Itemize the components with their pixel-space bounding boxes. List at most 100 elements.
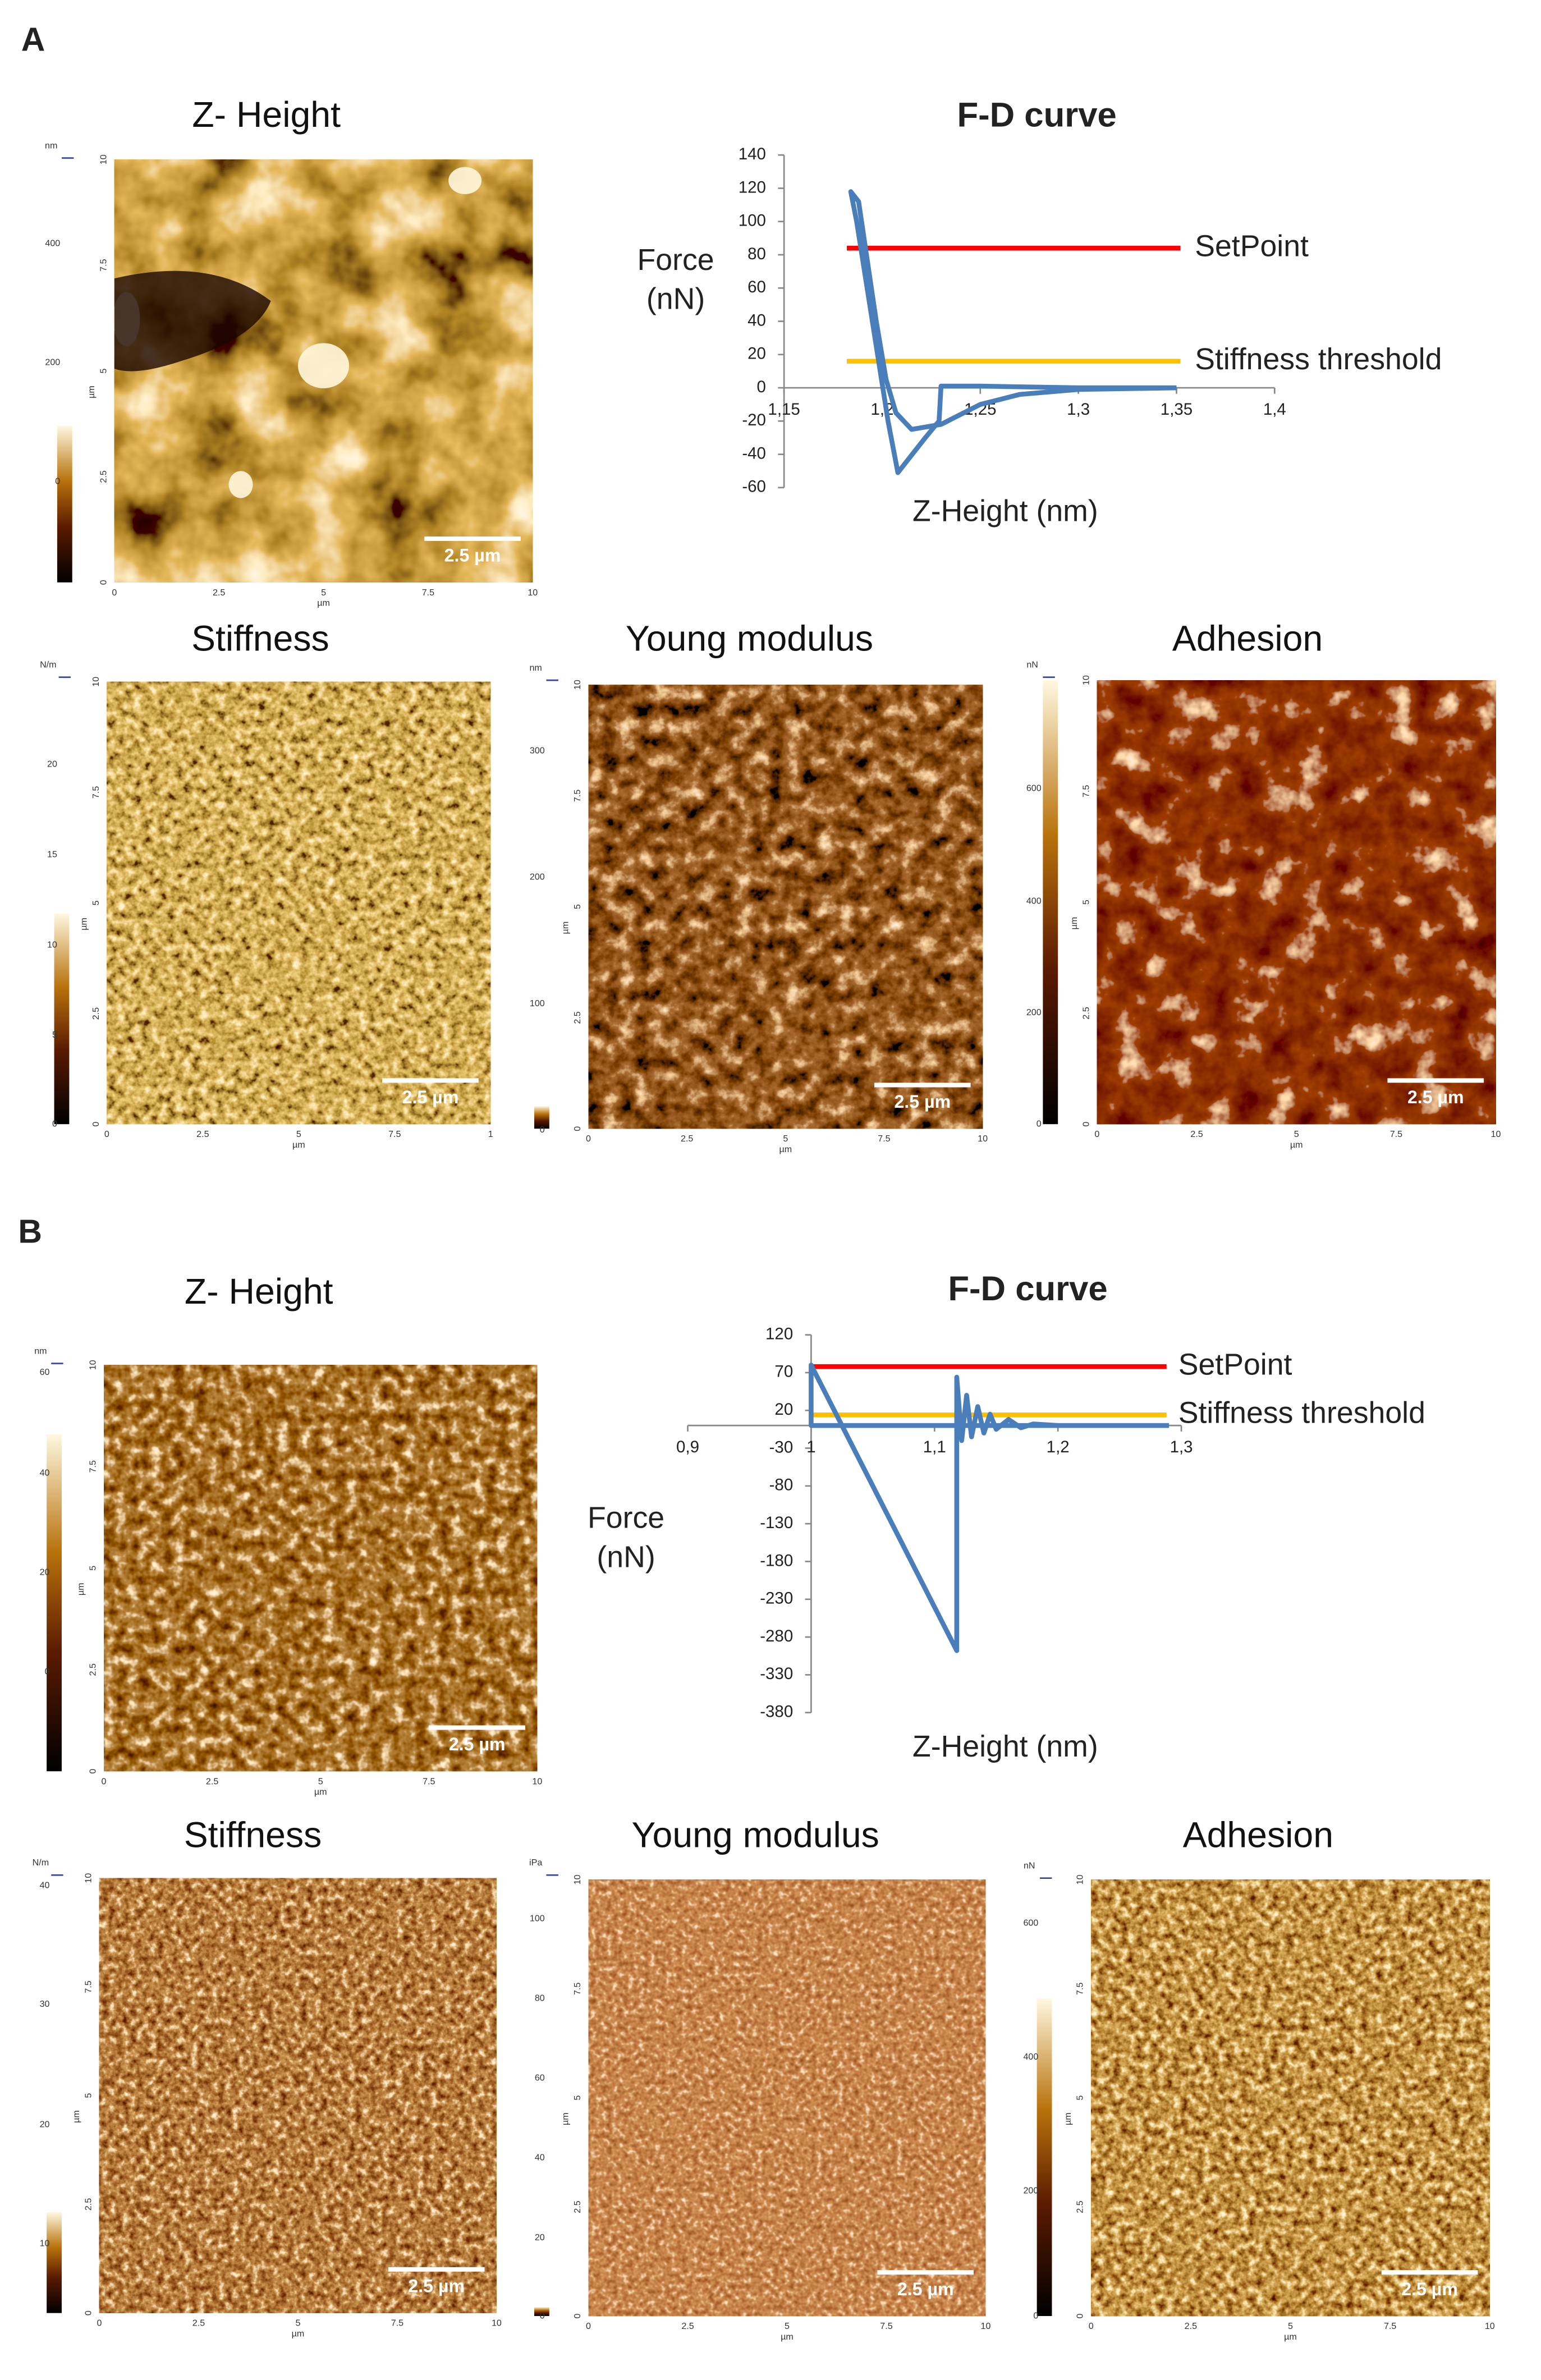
x-tick-label: 10 — [1491, 1129, 1501, 1139]
x-tick-label: 7.5 — [422, 588, 434, 598]
x-tick-label: 1,2 — [870, 400, 893, 419]
y-axis-label: (nN) — [646, 282, 705, 315]
colorbar-tick-label: 15 — [47, 849, 57, 859]
y-tick-label: 5 — [572, 2095, 583, 2101]
x-tick-label: 0 — [102, 1776, 107, 1786]
image-title: Stiffness — [184, 1814, 322, 1855]
y-tick-label: -80 — [769, 1476, 794, 1494]
x-tick-label: 5 — [783, 1134, 788, 1144]
y-tick-label: 7.5 — [572, 1983, 583, 1995]
y-tick-label: 5 — [83, 2093, 93, 2098]
colorbar — [47, 2212, 62, 2313]
colorbar-tick-label: 600 — [1024, 1918, 1039, 1928]
scale-bar-label: 2.5 µm — [894, 1092, 951, 1112]
x-tick-label: 7.5 — [391, 2318, 403, 2328]
colorbar-tick-label: 200 — [1024, 2186, 1039, 2196]
x-axis-unit: µm — [317, 598, 330, 608]
colorbar-tick-label: 30 — [40, 1999, 50, 2009]
x-tick-label: 1,3 — [1067, 400, 1090, 419]
y-tick-label: -60 — [742, 478, 766, 496]
y-tick-label: 80 — [747, 245, 766, 263]
y-tick-label: 7.5 — [1075, 1983, 1085, 1995]
y-axis-unit: µm — [71, 2110, 81, 2123]
y-tick-label: 7.5 — [98, 259, 108, 271]
x-tick-label: 5 — [1288, 2321, 1293, 2331]
colorbar-unit: N/m — [33, 1858, 49, 1868]
colorbar — [1043, 680, 1058, 1125]
colorbar-tick-label: 40 — [40, 1468, 50, 1478]
colorbar-tick-label: 200 — [45, 357, 60, 368]
x-tick-label: 7.5 — [388, 1129, 401, 1139]
y-tick-label: 0 — [1075, 2314, 1085, 2319]
y-tick-label: 2.5 — [572, 1011, 583, 1024]
x-tick-label: 2.5 — [681, 1134, 693, 1144]
line-label: SetPoint — [1195, 229, 1309, 263]
x-tick-label: 10 — [492, 2318, 502, 2328]
y-axis-unit: µm — [86, 386, 97, 398]
bright-feature — [228, 471, 253, 498]
x-tick-label: 10 — [532, 1776, 542, 1786]
data-line — [848, 189, 1177, 475]
y-tick-label: 2.5 — [1075, 2200, 1085, 2213]
colorbar-tick-label: 40 — [535, 2153, 545, 2163]
y-tick-label: 10 — [88, 1360, 98, 1370]
y-tick-label: 7.5 — [91, 786, 101, 799]
x-tick-label: 2.5 — [192, 2318, 205, 2328]
y-tick-label: 10 — [572, 680, 583, 690]
y-tick-label: 0 — [88, 1769, 98, 1774]
x-tick-label: 0 — [586, 2321, 591, 2331]
y-tick-label: 20 — [747, 345, 766, 363]
y-axis-label: Force — [588, 1501, 664, 1535]
x-tick-label: 1,1 — [923, 1438, 946, 1456]
scale-bar-label: 2.5 µm — [444, 545, 501, 566]
y-tick-label: 140 — [739, 145, 766, 163]
colorbar-unit: iPa — [529, 1858, 542, 1868]
x-tick-label: 1,2 — [1047, 1438, 1070, 1456]
y-tick-label: 60 — [747, 278, 766, 296]
colorbar-tick-label: 10 — [40, 2239, 50, 2249]
colorbar-tick-label: 0 — [1036, 1118, 1042, 1129]
colorbar — [57, 425, 72, 583]
x-tick-label: 7.5 — [1390, 1129, 1402, 1139]
y-tick-label: 5 — [88, 1566, 98, 1571]
y-tick-label: 0 — [757, 378, 766, 396]
x-axis-unit: µm — [781, 2332, 794, 2342]
x-tick-label: 5 — [1294, 1129, 1299, 1139]
image-title: Young modulus — [626, 618, 873, 658]
colorbar-tick-label: 200 — [1026, 1007, 1042, 1017]
x-tick-label: 2.5 — [681, 2321, 694, 2331]
y-tick-label: 0 — [1081, 1122, 1091, 1127]
x-axis-unit: µm — [292, 2328, 305, 2338]
colorbar-tick-label: 20 — [40, 2120, 50, 2130]
x-tick-label: 2.5 — [196, 1129, 209, 1139]
y-tick-label: 7.5 — [88, 1460, 98, 1473]
colorbar — [534, 2306, 549, 2317]
image-title: Z- Height — [185, 1271, 333, 1311]
y-tick-label: 10 — [572, 1874, 583, 1884]
y-tick-label: -180 — [760, 1551, 793, 1570]
y-axis-label: Force — [638, 243, 714, 277]
x-tick-label: 0 — [1089, 2321, 1094, 2331]
x-tick-label: 0 — [97, 2318, 102, 2328]
y-tick-label: 7.5 — [83, 1980, 93, 1993]
x-tick-label: 5 — [785, 2321, 790, 2331]
y-tick-label: 5 — [91, 900, 101, 905]
x-tick-label: 1,3 — [1170, 1438, 1193, 1456]
x-tick-label: 2.5 — [206, 1776, 218, 1786]
y-tick-label: 2.5 — [572, 2200, 583, 2213]
colorbar-tick-label: 100 — [530, 1913, 545, 1923]
colorbar — [534, 1106, 549, 1129]
y-tick-label: 2.5 — [88, 1663, 98, 1676]
colorbar-tick-label: 0 — [52, 1118, 57, 1129]
x-tick-label: 1,35 — [1161, 400, 1193, 419]
x-tick-label: 0 — [104, 1129, 109, 1139]
colorbar-tick-label: 400 — [45, 239, 60, 249]
y-tick-label: 10 — [1075, 1874, 1085, 1884]
afm-image — [104, 1365, 538, 1772]
colorbar-tick-label: 10 — [47, 939, 57, 950]
colorbar-tick-label: 0 — [540, 2310, 545, 2321]
y-tick-label: 2.5 — [91, 1007, 101, 1020]
bright-feature — [448, 167, 482, 194]
y-tick-label: 2.5 — [83, 2198, 93, 2211]
